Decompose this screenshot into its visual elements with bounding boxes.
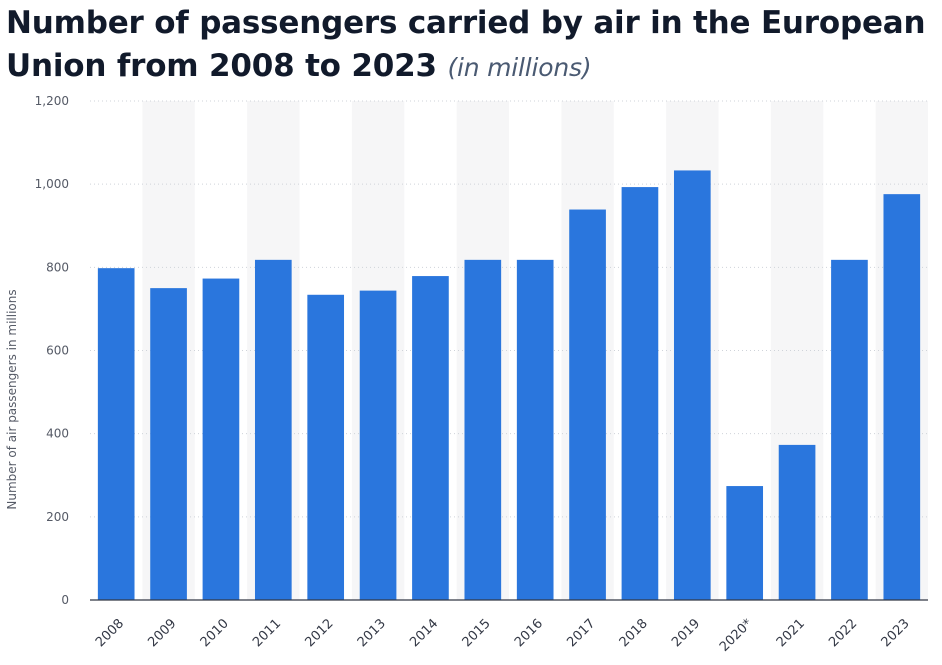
x-tick-label: 2009 — [145, 616, 179, 650]
y-tick-label: 1,000 — [35, 177, 69, 191]
bar-2011 — [254, 259, 292, 600]
x-tick-label: 2015 — [460, 616, 494, 650]
chart-title-text: Number of passengers carried by air in t… — [6, 5, 926, 84]
bar-2015 — [464, 259, 502, 600]
chart-subtitle: (in millions) — [447, 53, 592, 82]
bars — [97, 170, 921, 601]
bar-2013 — [359, 290, 397, 600]
x-tick-label: 2022 — [826, 616, 860, 650]
bar-2009 — [150, 288, 187, 600]
x-tick-label: 2021 — [774, 616, 808, 650]
bar-2023 — [883, 194, 921, 600]
bar-2008 — [97, 268, 135, 600]
bar-2019 — [673, 170, 711, 601]
bar-2014 — [412, 276, 449, 600]
bar-2021 — [778, 444, 816, 600]
y-tick-label: 800 — [46, 260, 69, 274]
bar-2010 — [202, 278, 240, 600]
bar-2018 — [621, 187, 659, 600]
y-tick-label: 0 — [61, 593, 69, 607]
x-axis-ticks: 2008 2009 2010 2011 2012 2013 2014 2015 2016 2017… — [93, 616, 913, 655]
x-tick-label: 2023 — [879, 616, 913, 650]
x-tick-label: 2011 — [250, 616, 284, 650]
x-tick-label: 2018 — [617, 616, 651, 650]
x-tick-label: 2019 — [669, 616, 703, 650]
x-tick-label: 2013 — [355, 616, 389, 650]
bar-2020 — [726, 486, 764, 600]
bar-2016 — [516, 259, 554, 600]
bar-2022 — [831, 259, 868, 600]
x-tick-label: 2010 — [198, 616, 232, 650]
y-tick-label: 200 — [46, 510, 69, 524]
x-tick-label: 2014 — [407, 616, 441, 650]
bar-2012 — [307, 294, 345, 600]
y-tick-label: 400 — [46, 427, 69, 441]
x-tick-label: 2020* — [717, 616, 756, 655]
y-tick-label: 600 — [46, 344, 69, 358]
chart-title: Number of passengers carried by air in t… — [6, 2, 942, 89]
y-axis-label: Number of air passengers in millions — [5, 289, 19, 509]
x-tick-label: 2016 — [512, 616, 546, 650]
y-tick-label: 1,200 — [35, 94, 69, 108]
x-tick-label: 2012 — [303, 616, 337, 650]
x-tick-label: 2008 — [93, 616, 127, 650]
bar-2017 — [569, 209, 606, 600]
x-tick-label: 2017 — [564, 616, 598, 650]
y-axis-ticks: 0 200 400 600 800 1,000 1,200 — [35, 94, 69, 607]
